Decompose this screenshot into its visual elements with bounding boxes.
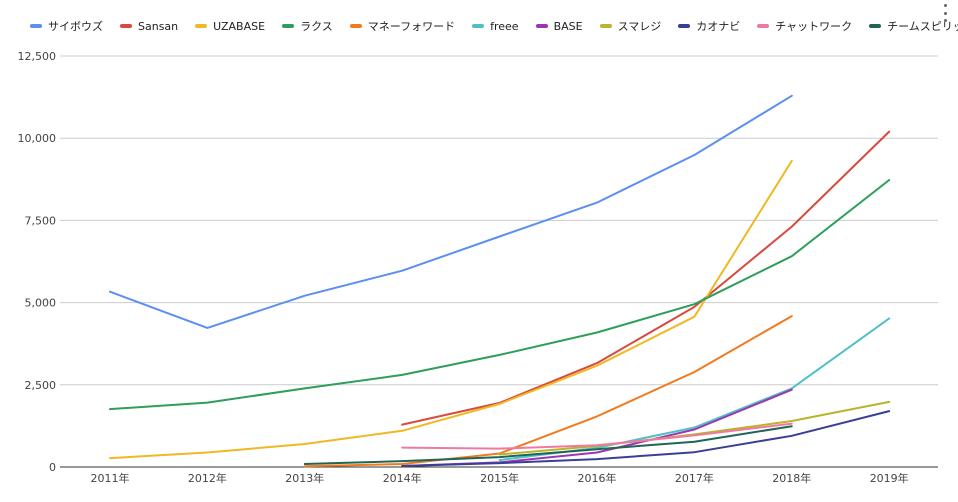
series-line-6[interactable] bbox=[401, 388, 793, 467]
legend-swatch bbox=[349, 24, 362, 28]
x-tick-label: 2015年 bbox=[480, 471, 519, 485]
legend-label: BASE bbox=[553, 19, 583, 33]
legend-label: サイボウズ bbox=[48, 20, 103, 33]
y-tick-label: 2,500 bbox=[25, 379, 57, 392]
legend-label: マネーフォワード bbox=[367, 20, 456, 33]
legend-label: チームスピリット bbox=[887, 20, 958, 33]
legend-swatch bbox=[30, 24, 42, 28]
legend-swatch bbox=[472, 24, 485, 28]
x-tick-label: 2018年 bbox=[772, 471, 811, 485]
series-line-4[interactable] bbox=[303, 315, 793, 468]
legend-item[interactable]: サイボウズ bbox=[30, 18, 103, 34]
y-axis: 0 2,500 5,000 7,500 10,000 12,500 bbox=[18, 50, 57, 474]
more-vert-icon[interactable] bbox=[940, 4, 950, 22]
legend-item[interactable]: Sansan bbox=[120, 18, 178, 34]
legend-label: UZABASE bbox=[213, 19, 266, 33]
series-line-2[interactable] bbox=[109, 159, 793, 460]
gridlines bbox=[60, 55, 938, 468]
x-tick-label: 2014年 bbox=[383, 471, 422, 485]
y-tick-label: 5,000 bbox=[25, 297, 57, 310]
x-tick-label: 2016年 bbox=[578, 471, 617, 485]
y-tick-label: 0 bbox=[49, 461, 56, 474]
x-tick-label: 2011年 bbox=[91, 471, 130, 485]
series-line-3[interactable] bbox=[109, 179, 891, 411]
legend-label: Sansan bbox=[138, 19, 179, 33]
series-line-10[interactable] bbox=[303, 425, 793, 465]
x-tick-label: 2013年 bbox=[285, 471, 324, 485]
legend-swatch bbox=[195, 24, 208, 28]
series-line-8[interactable] bbox=[401, 410, 891, 467]
legend-item[interactable]: チームスピリット bbox=[869, 18, 958, 34]
series-line-1[interactable] bbox=[401, 130, 891, 426]
legend-swatch bbox=[869, 24, 882, 28]
series-lines bbox=[109, 94, 891, 468]
x-axis: 2011年 2012年 2013年 2014年 2015年 2016年 2017年 2018年… bbox=[91, 471, 909, 485]
y-tick-label: 10,000 bbox=[18, 132, 57, 145]
legend-item[interactable]: マネーフォワード bbox=[349, 18, 456, 34]
legend-item[interactable]: カオナビ bbox=[678, 18, 740, 34]
legend-swatch bbox=[599, 24, 612, 28]
legend-label: freee bbox=[490, 19, 519, 33]
legend-item[interactable]: UZABASE bbox=[195, 18, 265, 34]
legend-swatch bbox=[120, 24, 132, 28]
x-tick-label: 2019年 bbox=[870, 471, 909, 485]
x-tick-label: 2017年 bbox=[675, 471, 714, 485]
legend-swatch bbox=[282, 24, 295, 28]
legend-item[interactable]: BASE bbox=[535, 18, 583, 34]
legend: サイボウズ Sansan UZABASE ラクス マネーフォワード freee BASE スマ… bbox=[30, 18, 958, 34]
legend-label: カオナビ bbox=[696, 20, 741, 33]
legend-item[interactable]: ラクス bbox=[282, 18, 333, 34]
legend-item[interactable]: スマレジ bbox=[599, 18, 662, 34]
legend-label: ラクス bbox=[300, 20, 333, 33]
series-line-9[interactable] bbox=[401, 422, 793, 450]
y-tick-label: 7,500 bbox=[25, 214, 57, 227]
y-tick-label: 12,500 bbox=[18, 50, 57, 63]
legend-swatch bbox=[678, 24, 691, 28]
series-line-5[interactable] bbox=[498, 317, 891, 462]
x-tick-label: 2012年 bbox=[188, 471, 227, 485]
series-line-0[interactable] bbox=[109, 94, 793, 329]
legend-swatch bbox=[535, 24, 548, 28]
legend-swatch bbox=[757, 24, 770, 28]
legend-label: チャットワーク bbox=[775, 20, 853, 33]
legend-item[interactable]: チャットワーク bbox=[757, 18, 852, 34]
legend-label: スマレジ bbox=[617, 20, 662, 33]
legend-item[interactable]: freee bbox=[472, 18, 519, 34]
